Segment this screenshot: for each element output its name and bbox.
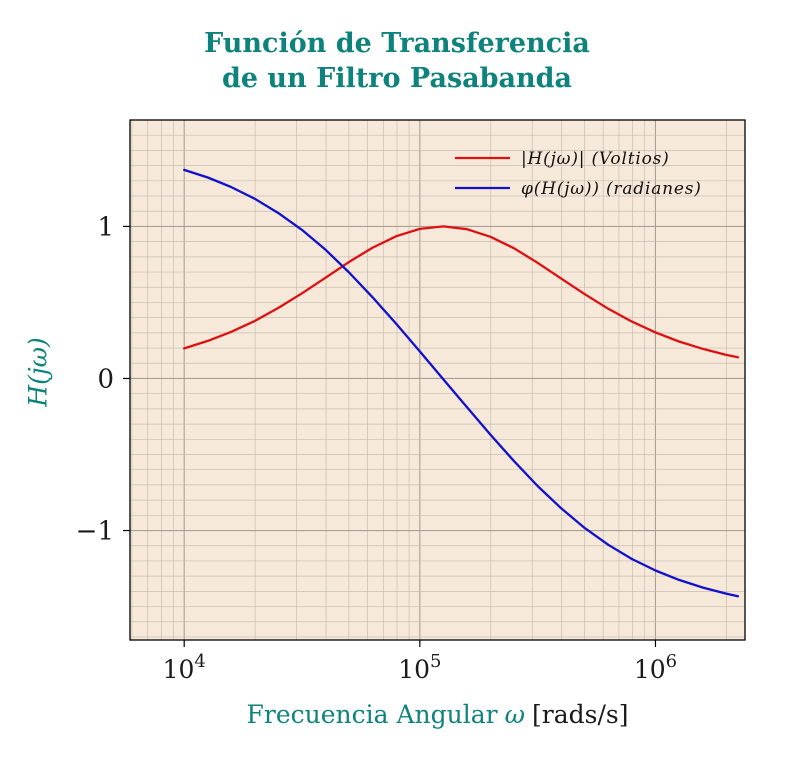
chart-title-line1: Función de Transferencia [204,28,590,59]
y-tick-label: −1 [76,517,114,547]
chart-title-line2: de un Filtro Pasabanda [221,63,573,94]
x-axis-label: Frecuencia Angular ω [rads/s] [130,700,745,729]
x-tick-label: 105 [398,651,441,684]
legend-label-phase: φ(H(jω)) (radianes) [521,179,702,199]
chart-title: Función de Transferencia de un Filtro Pa… [0,26,794,96]
x-axis-label-unit: [rads/s] [532,700,629,729]
x-tick-label: 106 [634,651,677,684]
x-axis-label-text: Frecuencia Angular [246,700,498,729]
y-tick-label: 1 [97,212,114,242]
phase-curve [183,168,740,598]
x-tick-label: 104 [163,651,206,684]
x-axis-label-omega: ω [504,700,525,729]
plot-background [130,120,745,640]
y-tick-label: 0 [97,364,114,394]
magnitude-curve [183,225,740,359]
plot-frame [129,119,746,641]
legend-label-magnitude: |H(jω)| (Voltios) [521,149,670,169]
